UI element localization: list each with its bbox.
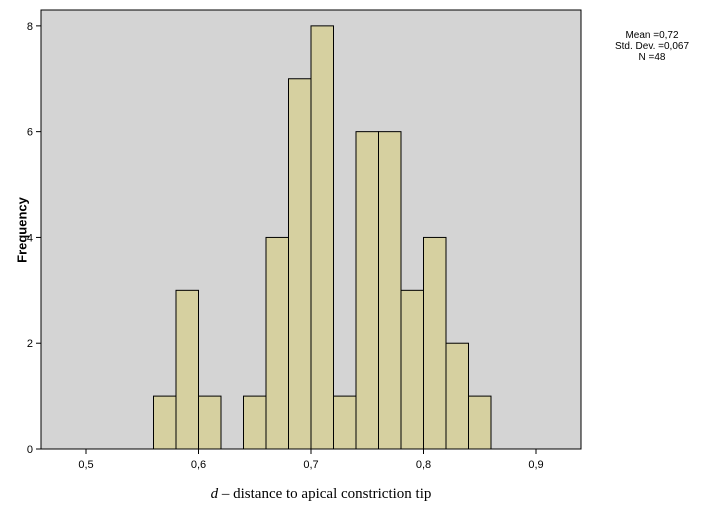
- histogram-bar: [378, 131, 402, 450]
- y-axis: 0 2 4 6 8: [27, 21, 41, 456]
- histogram-bar: [310, 25, 334, 450]
- histogram-bar: [445, 342, 469, 450]
- histogram-bar: [153, 395, 177, 450]
- stats-n: N =48: [638, 52, 666, 63]
- x-tick-label: 0,9: [528, 459, 543, 471]
- bars-group: [153, 25, 492, 450]
- x-axis-label-variable: d: [210, 486, 219, 502]
- histogram-bar: [400, 289, 424, 450]
- x-tick-label: 0,8: [416, 459, 431, 471]
- y-tick-label: 4: [27, 232, 33, 244]
- x-axis-label: d – distance to apical constriction tip: [61, 486, 581, 503]
- y-tick-label: 8: [27, 21, 33, 33]
- y-tick-label: 6: [27, 127, 33, 139]
- histogram-bar: [288, 78, 312, 450]
- x-tick-label: 0,7: [303, 459, 318, 471]
- histogram-bar: [355, 131, 379, 450]
- y-tick-label: 0: [27, 444, 33, 456]
- y-tick-label: 2: [27, 338, 33, 350]
- stats-box: Mean =0,72 Std. Dev. =0,067 N =48: [587, 30, 717, 63]
- x-axis-label-text: – distance to apical constriction tip: [218, 486, 432, 502]
- histogram-bar: [468, 395, 492, 450]
- histogram-bar: [423, 236, 447, 450]
- histogram-bar: [198, 395, 222, 450]
- stats-std-dev: Std. Dev. =0,067: [614, 41, 690, 52]
- x-axis: 0,5 0,6 0,7 0,8 0,9: [78, 449, 544, 471]
- x-tick-label: 0,6: [191, 459, 206, 471]
- histogram-bar: [175, 289, 199, 450]
- x-tick-label: 0,5: [78, 459, 93, 471]
- histogram-bar: [265, 236, 289, 450]
- stats-mean: Mean =0,72: [625, 30, 679, 41]
- histogram-bar: [243, 395, 267, 450]
- y-axis-label: Frequency: [14, 197, 30, 263]
- histogram-bar: [333, 395, 357, 450]
